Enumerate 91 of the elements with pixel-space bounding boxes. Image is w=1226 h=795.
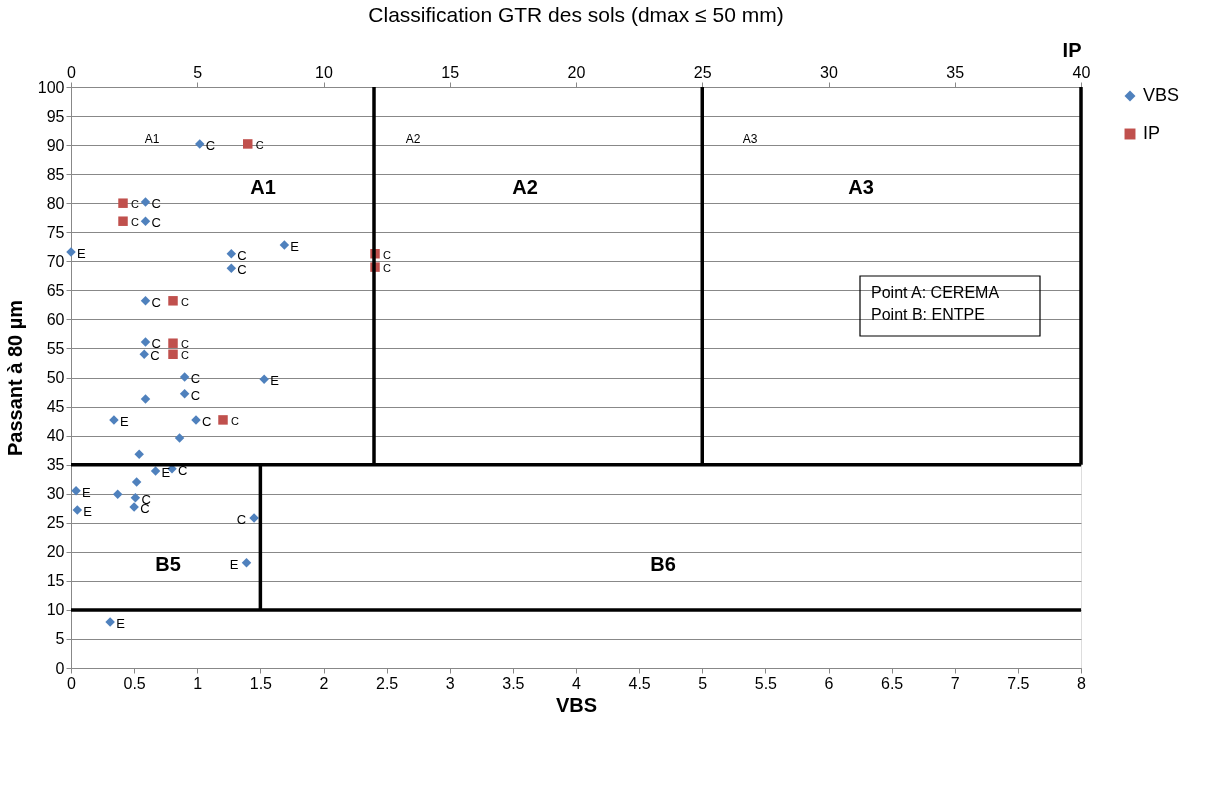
x-tick-label: 0 — [67, 674, 77, 692]
x-tick-label: 4 — [572, 674, 582, 692]
annotation: B5 — [155, 553, 181, 575]
x2-tick-label: 35 — [946, 63, 965, 81]
data-label: C — [181, 349, 190, 362]
data-label: C — [237, 247, 247, 263]
annotation: Point A: CEREMA Point B: ENTPE — [871, 284, 1000, 323]
y-tick-label: 55 — [46, 339, 65, 357]
annotation: A1 — [250, 176, 276, 198]
data-label: E — [290, 239, 300, 255]
data-label: E — [116, 616, 126, 632]
annotation: B6 — [650, 553, 676, 575]
data-label: C — [151, 294, 161, 310]
y-tick-label: 0 — [55, 659, 65, 677]
x2-tick-label: 5 — [193, 63, 203, 81]
x-tick-label: 7 — [950, 674, 960, 692]
x-tick-label: 1.5 — [249, 674, 273, 692]
annotation: A3 — [742, 132, 758, 146]
y-axis-title: Passant à 80 µm — [3, 299, 26, 457]
data-label: C — [131, 198, 140, 211]
y-tick-label: 10 — [46, 601, 65, 619]
annotation: A2 — [512, 176, 538, 198]
x-tick-label: 4.5 — [628, 674, 651, 692]
y-tick-label: 75 — [46, 223, 65, 241]
y-tick-label: 35 — [46, 456, 65, 474]
data-label: E — [161, 465, 171, 481]
annotation: A1 — [144, 132, 160, 146]
data-label: C — [178, 462, 188, 478]
x-tick-label: 8 — [1077, 674, 1087, 692]
x-tick-label: 2 — [319, 674, 329, 692]
y-tick-label: 40 — [46, 427, 65, 445]
y-tick-label: 95 — [46, 107, 65, 125]
data-label: C — [151, 215, 161, 231]
data-label: C — [383, 262, 392, 275]
x2-tick-label: 30 — [820, 63, 838, 81]
y-tick-label: 90 — [46, 136, 65, 154]
data-label: C — [151, 196, 161, 212]
y-tick-label: 25 — [46, 514, 65, 532]
data-label: E — [270, 373, 280, 389]
x-tick-label: 0.5 — [123, 674, 146, 692]
data-label: C — [255, 138, 264, 151]
y-tick-label: 45 — [46, 398, 65, 416]
data-label: E — [82, 484, 92, 500]
y-tick-label: 85 — [46, 165, 65, 183]
data-label: E — [83, 503, 93, 519]
x2-tick-label: 10 — [315, 63, 333, 81]
y-tick-label: 70 — [46, 252, 65, 270]
x2-tick-label: 40 — [1072, 63, 1091, 81]
data-label: C — [190, 387, 201, 403]
y-tick-label: 100 — [37, 78, 65, 96]
annotation: A3 — [848, 176, 874, 198]
y-tick-label: 80 — [46, 194, 65, 212]
chart-title: Classification GTR des sols (dmax ≤ 50 mm) — [368, 3, 784, 26]
y-tick-label: 20 — [46, 543, 65, 561]
x2-tick-label: 0 — [67, 63, 77, 81]
x-tick-label: 6.5 — [881, 674, 904, 692]
data-label: C — [181, 295, 190, 308]
x-tick-label: 5 — [698, 674, 708, 692]
x2-axis-title: IP — [1062, 38, 1082, 61]
x2-tick-label: 15 — [441, 63, 460, 81]
y-tick-label: 50 — [46, 369, 65, 386]
x-axis-title: VBS — [555, 693, 598, 716]
legend-label: VBS — [1143, 85, 1180, 105]
data-label: C — [236, 512, 247, 528]
x-tick-label: 3 — [445, 674, 455, 692]
y-tick-label: 5 — [55, 630, 65, 648]
y-tick-label: 60 — [46, 310, 65, 328]
x2-tick-label: 20 — [567, 63, 586, 81]
data-label: C — [190, 370, 201, 386]
data-label: C — [181, 338, 190, 351]
legend-label: IP — [1143, 123, 1161, 143]
data-label: C — [201, 413, 212, 429]
x-tick-label: 7.5 — [1007, 674, 1030, 692]
annotation: A2 — [405, 132, 421, 146]
y-tick-label: 15 — [46, 572, 65, 590]
x-tick-label: 5.5 — [754, 674, 778, 692]
data-label: E — [119, 413, 129, 429]
y-tick-label: 65 — [46, 281, 65, 299]
data-label: C — [205, 137, 216, 153]
x-tick-label: 1 — [193, 674, 203, 692]
data-label: C — [237, 262, 247, 278]
x-tick-label: 2.5 — [376, 674, 399, 692]
y-tick-label: 30 — [46, 485, 65, 503]
data-label: C — [383, 248, 392, 261]
data-label: E — [77, 246, 86, 261]
data-label: E — [229, 556, 239, 572]
x-tick-label: 3.5 — [502, 674, 525, 692]
data-label: C — [231, 414, 240, 427]
x-tick-label: 6 — [824, 674, 834, 692]
x2-tick-label: 25 — [693, 63, 712, 81]
data-label: C — [131, 216, 140, 229]
